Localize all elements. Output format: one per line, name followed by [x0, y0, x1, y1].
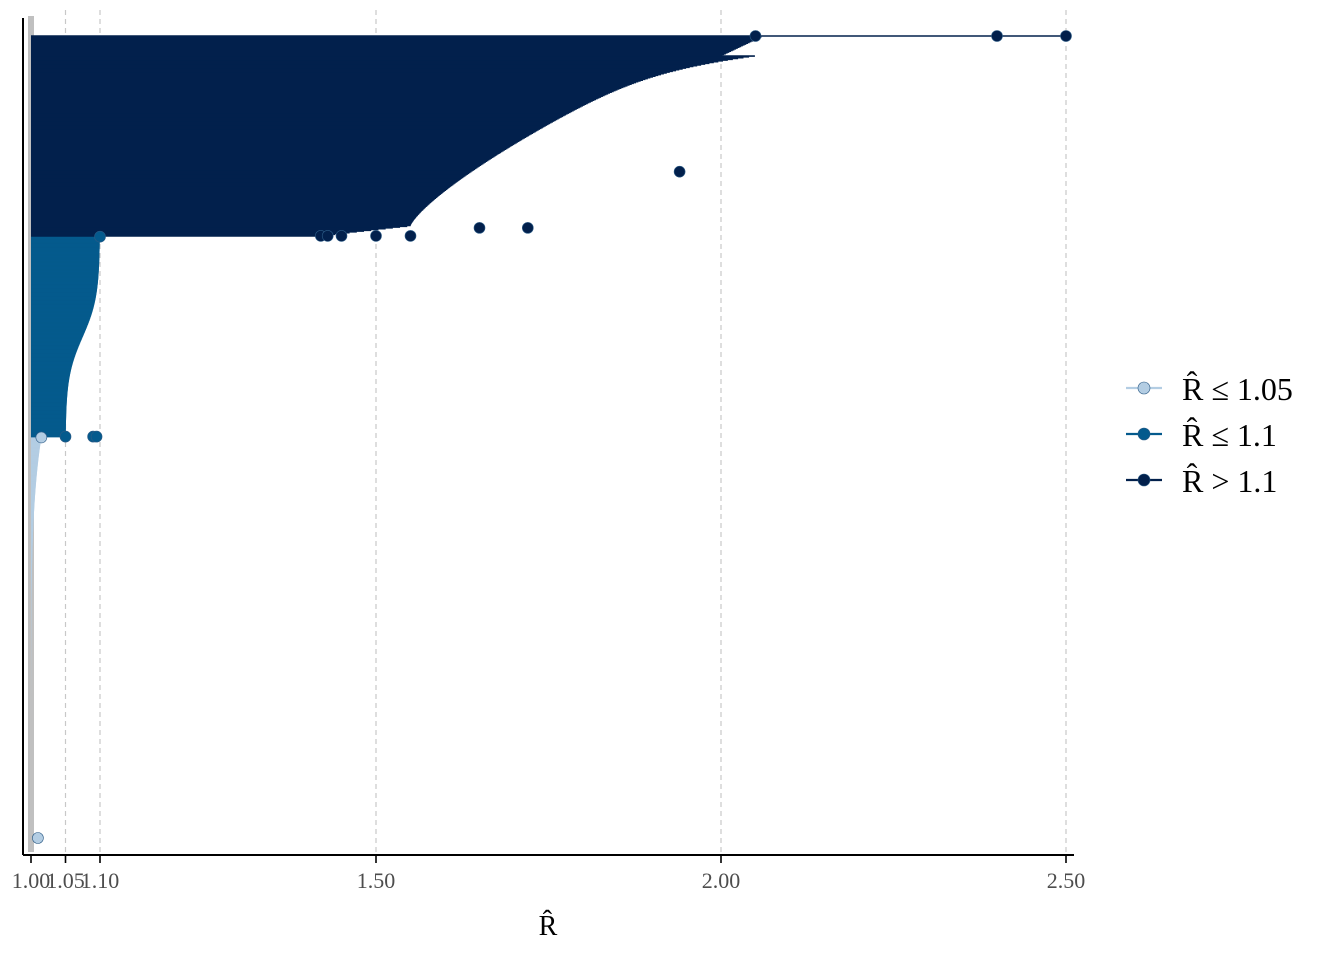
point-rhat-2.05 — [749, 30, 762, 42]
legend-key-point-2 — [1137, 473, 1151, 487]
point-rhat-2.4 — [991, 30, 1003, 42]
point-rhat-1.015 — [35, 431, 48, 444]
legend-label-0: R̂ ≤ 1.05 — [1182, 371, 1293, 407]
axes: 1.001.051.10 1.50 2.00 2.50 — [12, 18, 1086, 893]
point-rhat-1.94 — [673, 165, 686, 178]
point-rhat-1.05 — [59, 430, 72, 443]
point-rhat-1.1 — [94, 230, 106, 243]
x-tick-label-1.50: 1.50 — [357, 868, 396, 893]
point-rhat-2.5 — [1060, 30, 1072, 42]
point-rhat-1.095 — [90, 430, 103, 443]
series-R̂ > 1.1 — [31, 35, 1066, 237]
legend-key-point-0 — [1137, 381, 1151, 395]
legend-label-1: R̂ ≤ 1.1 — [1182, 417, 1277, 453]
x-axis-label: R̂ — [539, 910, 558, 942]
x-tick-label-2.50: 2.50 — [1047, 868, 1086, 893]
segment-mass — [31, 35, 1066, 812]
point-rhat-1.65 — [473, 222, 486, 234]
points — [32, 30, 1072, 844]
x-tick-label-1.10: 1.10 — [81, 868, 120, 893]
legend-label-2: R̂ > 1.1 — [1182, 463, 1277, 499]
point-rhat-1.43 — [321, 230, 334, 242]
series-R̂ ≤ 1.1 — [31, 235, 100, 438]
point-rhat-1.55 — [404, 230, 417, 242]
point-rhat-1.01 — [32, 832, 44, 844]
legend-key-point-1 — [1137, 427, 1151, 441]
point-rhat-1.72 — [521, 222, 534, 234]
legend: R̂ ≤ 1.05 R̂ ≤ 1.1 R̂ > 1.1 — [1126, 371, 1293, 499]
point-rhat-1.45 — [335, 230, 348, 242]
x-tick-label-1.00: 1.00 — [12, 868, 51, 893]
point-rhat-1.5 — [370, 230, 382, 242]
x-tick-label-2.00: 2.00 — [702, 868, 741, 893]
x-tick-label-1.05: 1.05 — [46, 868, 85, 893]
